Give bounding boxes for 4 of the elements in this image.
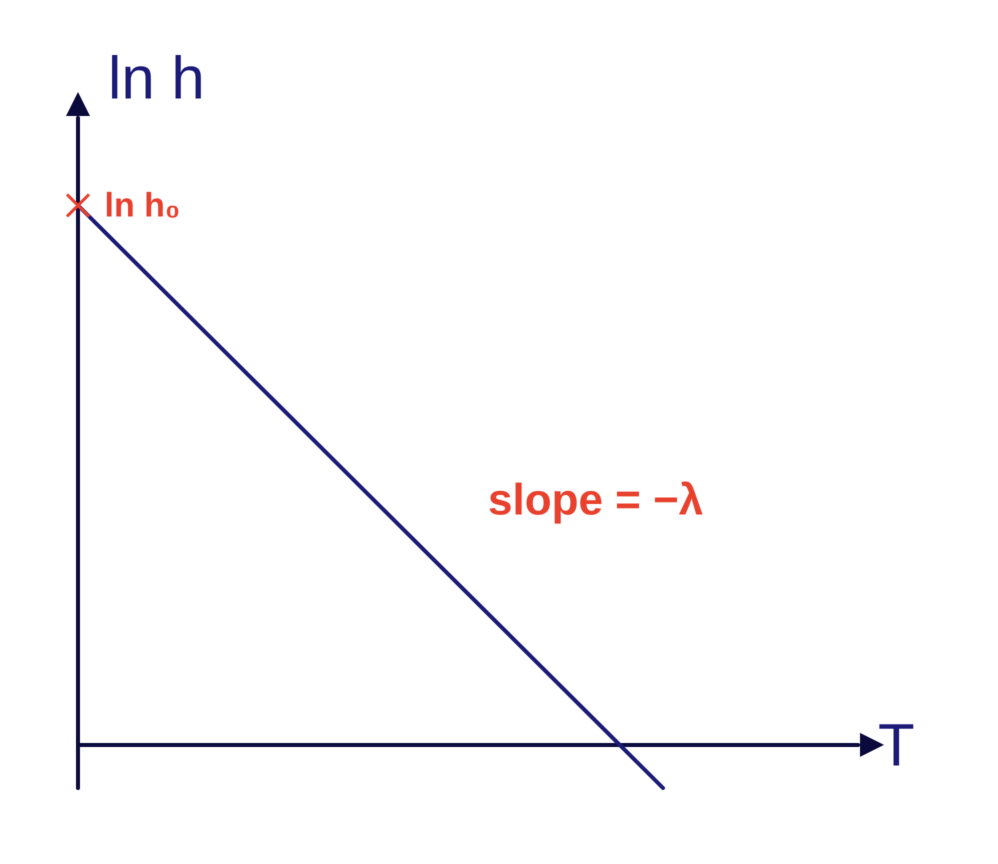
annotation: ln h₀ — [104, 186, 180, 224]
annotation: slope = −λ — [488, 476, 704, 524]
y-axis-title: ln h — [108, 44, 205, 112]
x-axis-title: T — [878, 711, 915, 778]
